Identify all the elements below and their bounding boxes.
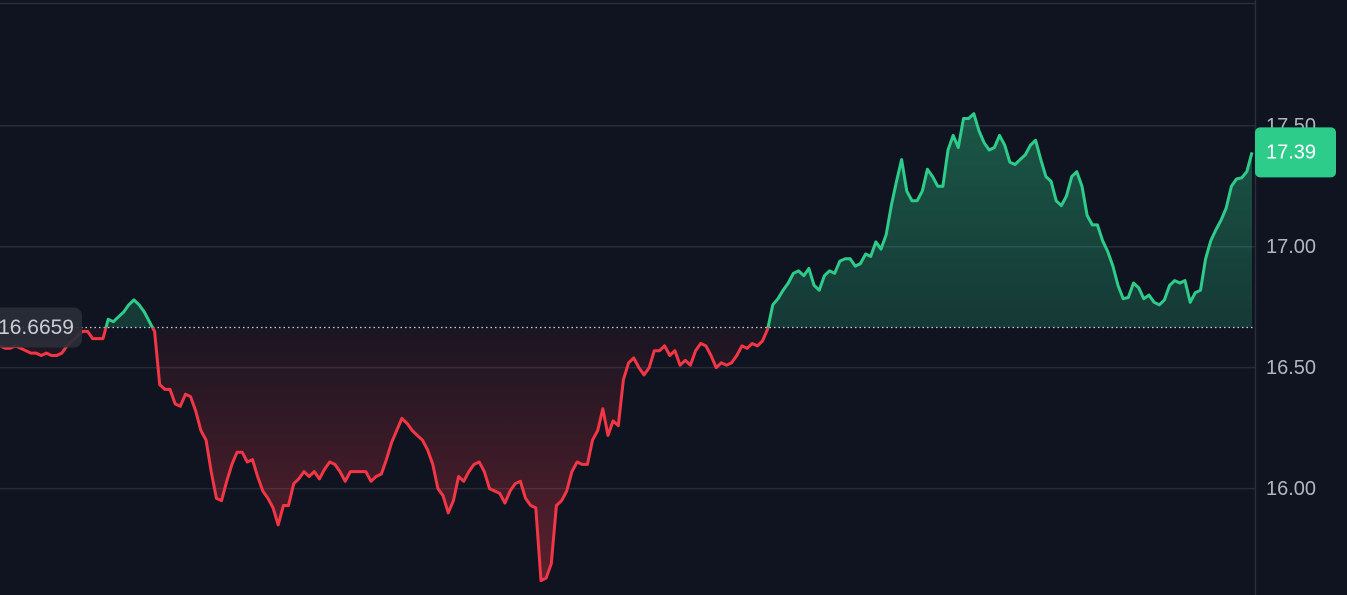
y-tick-label: 16.00 [1266, 478, 1316, 500]
price-line [0, 112, 1254, 582]
last-price-label: 17.39 [1266, 142, 1316, 164]
area [0, 113, 1252, 581]
baseline-label-box [0, 307, 82, 348]
y-tick-label: 16.50 [1266, 357, 1316, 379]
baseline-label: 16.6659 [0, 316, 74, 339]
last-price-badge [1255, 127, 1336, 178]
y-tick-label: 17.00 [1266, 236, 1316, 258]
